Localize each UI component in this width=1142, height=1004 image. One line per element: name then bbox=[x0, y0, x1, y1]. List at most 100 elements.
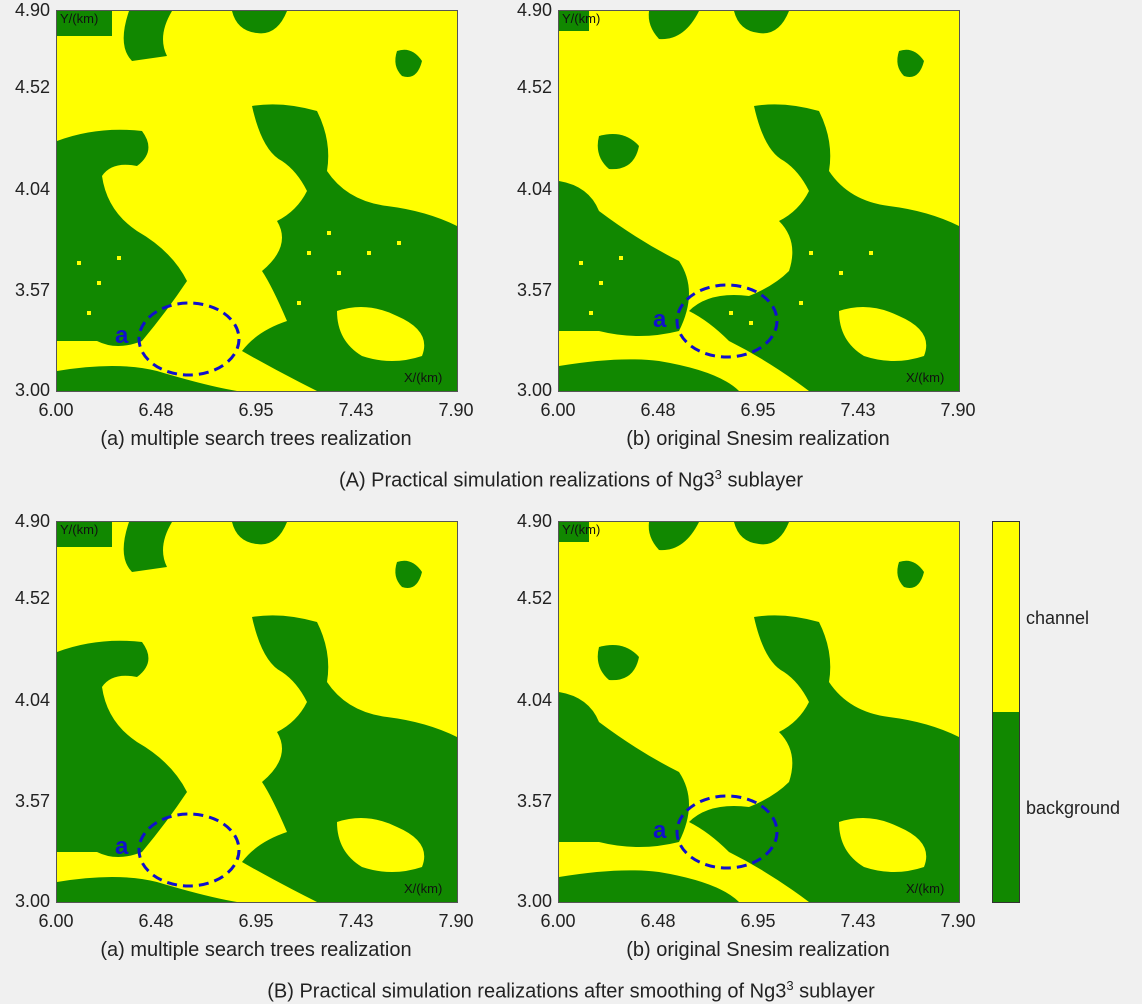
speckle bbox=[152, 151, 156, 155]
map-svg-A-a bbox=[57, 11, 457, 391]
ytick: 4.90 bbox=[14, 0, 50, 20]
background-region bbox=[395, 49, 422, 77]
highlight-ellipse bbox=[675, 283, 779, 359]
map-svg-A-b bbox=[559, 11, 959, 391]
xtick: 7.90 bbox=[940, 911, 976, 931]
xtick: 6.48 bbox=[138, 400, 174, 420]
background-region bbox=[57, 11, 112, 36]
ytick: 4.52 bbox=[516, 77, 552, 97]
channel-region bbox=[337, 307, 425, 361]
background-region bbox=[897, 49, 924, 77]
xtick: 6.48 bbox=[640, 400, 676, 420]
background-region bbox=[57, 877, 237, 902]
background-region bbox=[559, 181, 689, 336]
xtick: 6.00 bbox=[540, 400, 576, 420]
group-title-B: (B) Practical simulation realizations af… bbox=[0, 978, 1142, 1004]
background-region bbox=[57, 522, 112, 547]
xtick: 7.90 bbox=[940, 400, 976, 420]
speckle bbox=[839, 271, 843, 275]
map-svg-B-b bbox=[559, 522, 959, 902]
colorbar-label-channel: channel bbox=[1026, 608, 1090, 628]
background-region bbox=[559, 359, 739, 391]
xtick: 7.90 bbox=[438, 911, 474, 931]
ytick: 3.00 bbox=[516, 891, 552, 911]
speckle bbox=[679, 81, 683, 85]
colorbar bbox=[992, 521, 1020, 903]
speckle bbox=[77, 41, 81, 45]
speckle bbox=[889, 91, 893, 95]
ytick: 4.04 bbox=[516, 179, 552, 199]
background-region bbox=[597, 133, 639, 170]
background-region bbox=[648, 11, 699, 40]
highlight-ellipse bbox=[675, 794, 779, 870]
xlabel: X/(km) bbox=[404, 881, 443, 896]
xtick: 6.95 bbox=[740, 400, 776, 420]
speckle bbox=[397, 241, 401, 245]
annotation-label: a bbox=[115, 833, 129, 860]
annotation-label: a bbox=[115, 322, 129, 349]
speckle bbox=[729, 311, 733, 315]
background-region bbox=[734, 11, 789, 34]
panel-caption: (b) original Snesim realization bbox=[626, 939, 890, 961]
ytick: 3.57 bbox=[516, 791, 552, 811]
speckle bbox=[387, 91, 391, 95]
map-svg-B-a bbox=[57, 522, 457, 902]
ytick: 3.57 bbox=[14, 791, 50, 811]
xtick: 6.00 bbox=[540, 911, 576, 931]
background-region bbox=[559, 11, 589, 31]
xtick: 6.00 bbox=[38, 911, 74, 931]
speckle bbox=[869, 251, 873, 255]
ytick: 3.00 bbox=[516, 380, 552, 400]
ylabel: Y/(km) bbox=[60, 11, 99, 26]
background-region bbox=[395, 560, 422, 588]
group-title-A: (A) Practical simulation realizations of… bbox=[0, 467, 1142, 493]
xtick: 7.90 bbox=[438, 400, 474, 420]
map-panel-A-b bbox=[558, 10, 960, 392]
speckle bbox=[579, 261, 583, 265]
annotation-label: a bbox=[653, 306, 667, 333]
xlabel: X/(km) bbox=[404, 370, 443, 385]
group-title-text: (A) Practical simulation realizations of… bbox=[338, 469, 715, 492]
xtick: 6.95 bbox=[238, 400, 274, 420]
map-panel-B-b bbox=[558, 521, 960, 903]
ytick: 4.04 bbox=[14, 179, 50, 199]
ytick: 4.52 bbox=[516, 588, 552, 608]
ylabel: Y/(km) bbox=[60, 522, 99, 537]
group-title-sup: 3 bbox=[786, 978, 794, 993]
speckle bbox=[87, 311, 91, 315]
background-region bbox=[734, 522, 789, 545]
xtick: 7.43 bbox=[338, 911, 374, 931]
xlabel: X/(km) bbox=[906, 881, 945, 896]
speckle bbox=[202, 153, 206, 157]
ytick: 3.57 bbox=[14, 280, 50, 300]
xtick: 7.43 bbox=[840, 911, 876, 931]
group-title-sup: 3 bbox=[714, 467, 722, 482]
xtick: 6.48 bbox=[138, 911, 174, 931]
speckle bbox=[367, 251, 371, 255]
map-panel-A-a bbox=[56, 10, 458, 392]
speckle bbox=[337, 271, 341, 275]
ytick: 4.04 bbox=[516, 690, 552, 710]
speckle bbox=[799, 301, 803, 305]
xtick: 6.00 bbox=[38, 400, 74, 420]
panel-caption: (a) multiple search trees realization bbox=[100, 428, 412, 450]
speckle bbox=[105, 66, 109, 70]
speckle bbox=[177, 81, 181, 85]
background-region bbox=[559, 692, 689, 847]
speckle bbox=[327, 231, 331, 235]
background-region bbox=[597, 644, 639, 681]
xtick: 6.95 bbox=[238, 911, 274, 931]
background-region bbox=[232, 11, 287, 34]
ylabel: Y/(km) bbox=[562, 522, 601, 537]
colorbar-channel-swatch bbox=[993, 522, 1019, 712]
ytick: 4.52 bbox=[14, 77, 50, 97]
background-region bbox=[123, 11, 172, 61]
speckle bbox=[207, 71, 211, 75]
ytick: 3.57 bbox=[516, 280, 552, 300]
ylabel: Y/(km) bbox=[562, 11, 601, 26]
highlight-ellipse bbox=[137, 812, 241, 888]
background-region bbox=[123, 522, 172, 572]
speckle bbox=[599, 281, 603, 285]
background-region bbox=[648, 522, 699, 551]
channel-region bbox=[839, 818, 927, 872]
